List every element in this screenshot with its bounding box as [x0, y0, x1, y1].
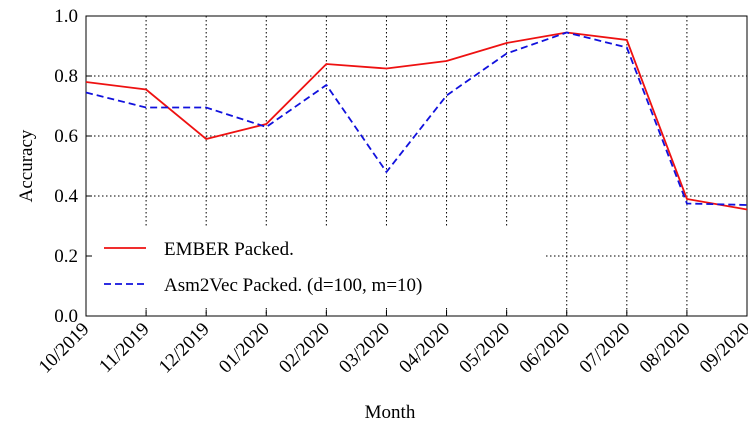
y-axis-label: Accuracy	[16, 129, 37, 202]
x-tick-label: 11/2019	[95, 319, 153, 377]
legend-label: Asm2Vec Packed. (d=100, m=10)	[164, 275, 422, 296]
x-axis-label: Month	[365, 402, 416, 423]
x-tick-label: 09/2020	[696, 319, 748, 378]
y-tick-label: 0.6	[54, 126, 78, 147]
y-tick-label: 1.0	[54, 6, 78, 27]
x-tick-label: 01/2020	[215, 319, 274, 378]
line	[85, 31, 748, 211]
legend-label: EMBER Packed.	[164, 239, 294, 260]
x-tick-label: 06/2020	[515, 319, 574, 378]
x-tick-label: 08/2020	[636, 319, 695, 378]
x-tick-label: 02/2020	[275, 319, 334, 378]
x-tick-label: 07/2020	[575, 319, 634, 378]
legend-box	[94, 228, 546, 306]
y-tick-label: 0.2	[54, 246, 78, 267]
y-tick-label: 0.0	[54, 306, 78, 327]
x-tick-label: 05/2020	[455, 319, 514, 378]
y-tick-label: 0.4	[54, 186, 78, 207]
x-tick-label: 04/2020	[395, 319, 454, 378]
x-tick-label: 12/2019	[155, 319, 214, 378]
line	[85, 31, 748, 206]
x-tick-label: 10/2019	[35, 319, 94, 378]
plot-frame	[85, 15, 748, 317]
x-tick-label: 03/2020	[335, 319, 394, 378]
y-tick-label: 0.8	[54, 66, 78, 87]
